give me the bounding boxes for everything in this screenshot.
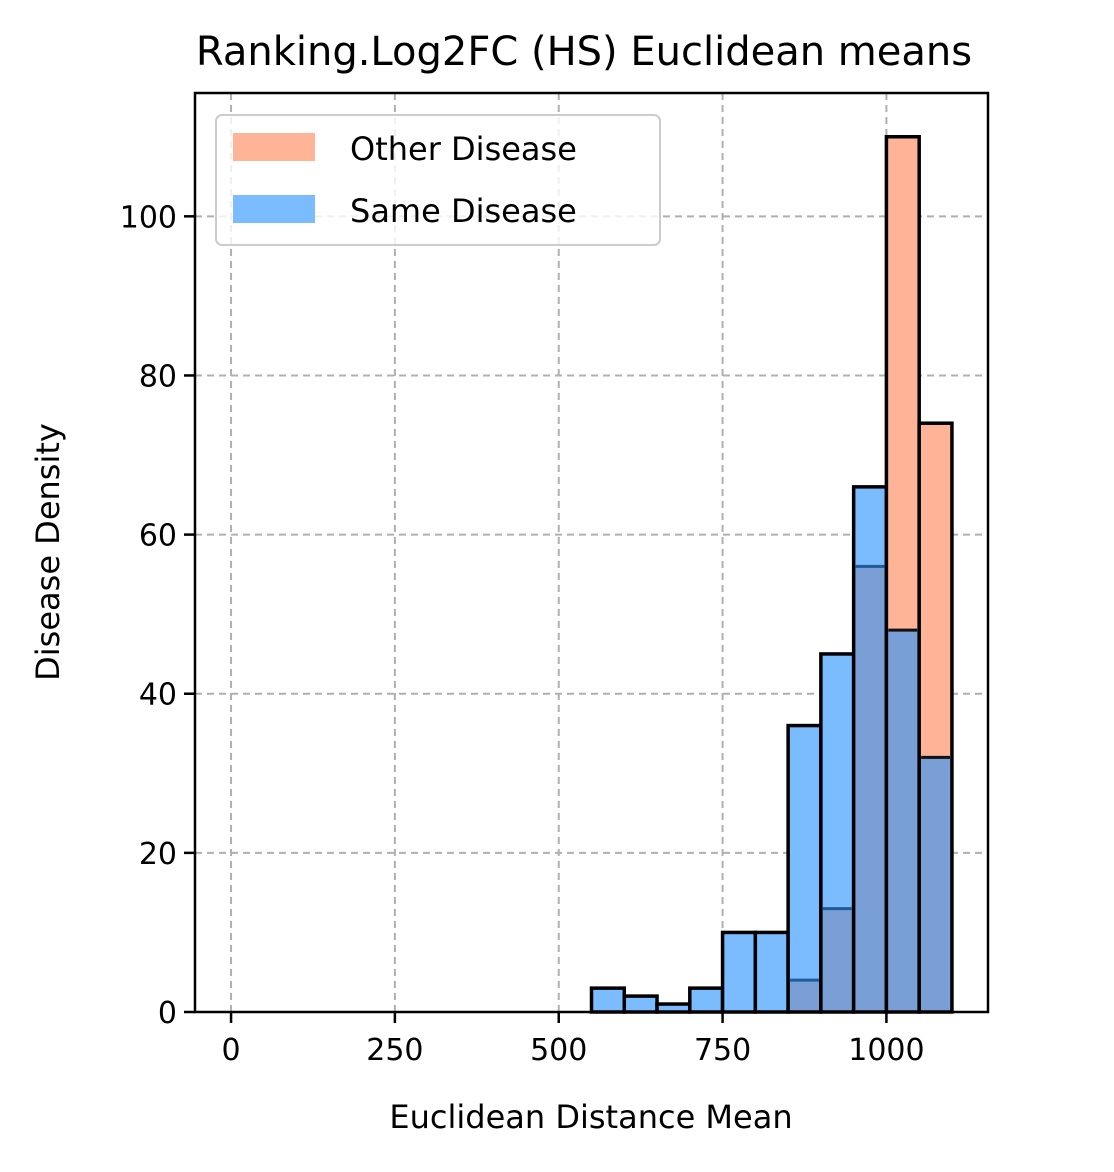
- y-tick-label-80: 80: [139, 359, 177, 394]
- bar-same-disease-5: [755, 932, 789, 1012]
- histogram-bars: [589, 135, 954, 1014]
- bar-same-disease-6: [788, 725, 821, 981]
- x-tick-label-750: 750: [694, 1033, 751, 1068]
- bar-same-disease-4: [722, 932, 756, 1012]
- y-axis-label: Disease Density: [29, 423, 67, 681]
- y-tick-label-40: 40: [139, 678, 177, 713]
- axis-ticks: 0 250 500 750 1000 0 20 40 60 80 100: [120, 200, 925, 1068]
- x-tick-label-1000: 1000: [848, 1033, 924, 1068]
- bar-same-disease-3: [689, 988, 723, 1012]
- bar-overlap-8: [853, 566, 887, 1012]
- legend-box: [215, 114, 661, 246]
- legend-swatch-same-disease: [233, 195, 315, 223]
- x-tick-label-0: 0: [221, 1033, 240, 1068]
- x-tick-label-250: 250: [366, 1033, 423, 1068]
- plot-frame: [193, 91, 990, 1014]
- y-tick-label-100: 100: [120, 200, 177, 235]
- bar-overlap-7: [820, 908, 854, 1012]
- y-tick-label-20: 20: [139, 837, 177, 872]
- bar-other-disease-10: [919, 423, 952, 758]
- bar-overlap-10: [919, 757, 952, 1012]
- y-tick-label-0: 0: [158, 996, 177, 1031]
- chart-title: Ranking.Log2FC (HS) Euclidean means: [196, 29, 972, 75]
- bar-same-disease-0: [591, 988, 625, 1012]
- bar-same-disease-8: [853, 486, 887, 567]
- bar-same-disease-2: [657, 1004, 690, 1012]
- bar-same-disease-1: [624, 996, 658, 1012]
- bar-overlap-6: [788, 980, 821, 1012]
- legend-label-same-disease: Same Disease: [350, 192, 577, 230]
- legend-label-other-disease: Other Disease: [350, 130, 577, 168]
- bar-other-disease-9: [886, 136, 920, 631]
- legend: Other Disease Same Disease: [215, 114, 661, 246]
- y-tick-label-60: 60: [139, 519, 177, 554]
- legend-swatch-other-disease: [233, 133, 315, 161]
- x-tick-label-500: 500: [530, 1033, 587, 1068]
- bar-overlap-9: [886, 630, 920, 1012]
- plot-border: [193, 91, 990, 1014]
- x-axis-label: Euclidean Distance Mean: [389, 1098, 792, 1136]
- bar-same-disease-7: [820, 653, 854, 909]
